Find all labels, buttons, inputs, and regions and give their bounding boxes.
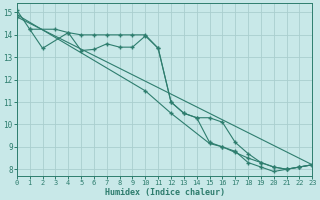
X-axis label: Humidex (Indice chaleur): Humidex (Indice chaleur): [105, 188, 225, 197]
